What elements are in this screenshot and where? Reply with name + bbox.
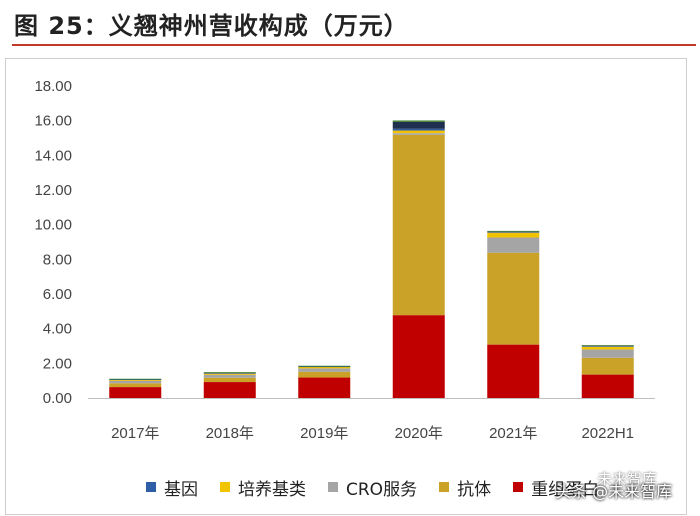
bar-segment (298, 366, 351, 368)
bar-segment (392, 120, 445, 122)
bar-segment (392, 315, 445, 398)
bar-segment (109, 379, 162, 381)
x-tick-label: 2019年 (300, 425, 348, 442)
x-tick-label: 2020年 (395, 425, 443, 442)
legend-item-antibody: 抗体 (439, 475, 491, 500)
y-tick-label: 14.00 (34, 147, 72, 164)
bar-segment (487, 252, 540, 345)
legend-swatch-media (220, 482, 230, 492)
legend-label-protein: 重组蛋白 (531, 479, 600, 500)
figure-title: 图 25：义翘神州营收构成（万元） (14, 12, 409, 40)
bar-segment (581, 345, 634, 347)
legend-item-gene: 基因 (146, 475, 198, 500)
bar-segment (298, 365, 351, 367)
bar-segment (487, 230, 540, 232)
chart-frame (5, 58, 687, 515)
legend-item-cro: CRO服务 (328, 475, 417, 500)
bar-segment (392, 121, 445, 129)
bar-segment (392, 130, 445, 134)
legend-swatch-gene (146, 482, 156, 492)
watermark-text: 头条 @未来智库 (555, 482, 673, 501)
bars-layer (109, 120, 634, 398)
legend-label-cro: CRO服务 (346, 479, 418, 500)
bar-segment (203, 374, 256, 378)
bar-segment (487, 231, 540, 233)
x-tick-label: 2017年 (111, 425, 159, 442)
y-tick-label: 2.00 (43, 355, 72, 372)
y-tick-label: 10.00 (34, 217, 72, 234)
bar-segment (392, 128, 445, 131)
bar-segment (203, 373, 256, 375)
y-tick-label: 6.00 (43, 286, 72, 303)
bar-segment (392, 134, 445, 316)
bar-segment (109, 379, 162, 381)
bar-segment (298, 366, 351, 369)
bar-segment (298, 371, 351, 378)
bar-segment (581, 357, 634, 375)
bar-segment (203, 372, 256, 374)
title-divider (12, 44, 696, 46)
y-tick-label: 0.00 (43, 390, 72, 407)
bar-segment (203, 372, 256, 373)
y-tick-label: 4.00 (43, 321, 72, 338)
y-tick-label: 16.00 (34, 113, 72, 130)
bar-segment (581, 345, 634, 346)
legend-item-protein: 重组蛋白 (513, 475, 599, 500)
bar-segment (109, 378, 162, 380)
x-axis-ticks: 2017年 2018年 2019年 2020年 2021年 2022H1 (111, 425, 634, 442)
chart-legend: 基因 培养基类 CRO服务 抗体 重组蛋白 (146, 474, 599, 500)
y-axis-ticks: 0.00 2.00 4.00 6.00 8.00 10.00 12.00 14.00 16.00… (34, 78, 72, 407)
legend-swatch-cro (328, 482, 338, 492)
bar-segment (487, 344, 540, 398)
x-tick-label: 2018年 (206, 425, 254, 442)
bar-segment (203, 382, 256, 398)
legend-swatch-protein (513, 482, 524, 492)
bar-segment (487, 237, 540, 253)
legend-swatch-antibody (439, 482, 450, 492)
y-tick-label: 18.00 (34, 78, 72, 95)
legend-label-media: 培养基类 (238, 479, 306, 500)
bar-segment (487, 232, 540, 238)
x-tick-label: 2021年 (489, 425, 537, 442)
bar-segment (581, 346, 634, 350)
legend-label-antibody: 抗体 (457, 479, 492, 500)
bar-segment (298, 377, 351, 398)
bar-segment (392, 133, 445, 135)
x-tick-label: 2022H1 (581, 425, 634, 442)
y-tick-label: 8.00 (43, 251, 72, 268)
legend-label-gene: 基因 (164, 479, 198, 500)
bar-segment (581, 374, 634, 398)
bar-segment (581, 349, 634, 358)
bar-segment (109, 380, 162, 384)
y-tick-label: 12.00 (34, 182, 72, 199)
bar-segment (109, 387, 162, 398)
bar-segment (109, 383, 162, 388)
bar-segment (298, 368, 351, 372)
watermark-logo: 未来智库 (597, 470, 658, 488)
bar-segment (203, 377, 256, 383)
legend-item-media: 培养基类 (220, 475, 306, 500)
